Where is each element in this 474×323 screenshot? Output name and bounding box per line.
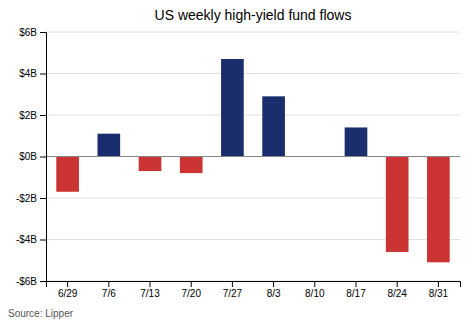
grid-line: [46, 115, 460, 116]
bar: [97, 134, 120, 157]
x-tick-label: 7/13: [140, 288, 160, 299]
x-tick: 7/20: [181, 281, 201, 299]
y-tick: -$2B: [16, 193, 46, 204]
x-tick-label: 7/6: [102, 288, 116, 299]
x-tick-mark: [108, 281, 109, 287]
x-tick: 7/6: [102, 281, 116, 299]
bars: [56, 59, 449, 262]
x-tick-mark: [438, 281, 439, 287]
y-tick-label: $0B: [19, 151, 37, 162]
x-tick-label: 8/3: [267, 288, 281, 299]
y-tick: -$4B: [16, 234, 46, 245]
x-tick-mark: [273, 281, 274, 287]
x-tick: 8/3: [267, 281, 281, 299]
title: US weekly high-yield fund flows: [155, 7, 352, 23]
x-tick-label: 7/20: [181, 288, 201, 299]
x-axis: 6/29 7/6 7/13 7/20 7/27 8/3 8/10 8/17 8/24 8/31: [47, 281, 461, 299]
x-tick-label: 6/29: [58, 288, 78, 299]
bar: [221, 59, 244, 157]
y-tick-mark: [40, 74, 46, 75]
y-axis-line: [40, 33, 47, 282]
x-tick: 8/24: [387, 281, 407, 299]
y-tick: $4B: [19, 68, 46, 79]
bar: [345, 127, 368, 156]
y-tick-label: -$4B: [16, 234, 37, 245]
bar: [180, 157, 203, 174]
y-tick: $6B: [19, 27, 46, 38]
x-tick-label: 7/27: [223, 288, 243, 299]
x-tick-mark: [67, 281, 68, 287]
grid: [46, 32, 460, 281]
y-tick-mark: [40, 281, 46, 282]
bar: [56, 157, 79, 192]
y-tick-mark: [40, 115, 46, 116]
x-tick-mark: [397, 281, 398, 287]
x-tick-label: 8/24: [387, 288, 407, 299]
bar: [427, 157, 450, 263]
y-tick-label: -$6B: [16, 276, 37, 287]
x-tick-label: 8/10: [305, 288, 325, 299]
chart: -$6B -$4B -$2B $0B $2B $4B $6B 6/29 7/6 7/13 7/20 7…: [0, 0, 474, 323]
x-tick-mark: [150, 281, 151, 287]
grid-line: [46, 73, 460, 74]
x-tick-label: 8/17: [346, 288, 366, 299]
y-tick-mark: [40, 198, 46, 199]
x-tick-mark: [355, 281, 356, 287]
bar: [139, 157, 162, 172]
bar: [386, 157, 409, 252]
zero-line: [46, 156, 460, 157]
y-tick-mark: [40, 32, 46, 33]
x-tick: 8/31: [429, 281, 449, 299]
x-tick-label: 8/31: [429, 288, 449, 299]
y-tick: -$6B: [16, 276, 46, 287]
bar: [262, 96, 285, 156]
x-tick: 7/13: [140, 281, 160, 299]
x-tick-mark: [232, 281, 233, 287]
x-tick: 6/29: [58, 281, 78, 299]
y-tick: $0B: [19, 151, 46, 162]
y-tick-label: $2B: [19, 110, 37, 121]
grid-line: [46, 32, 460, 33]
x-tick: 8/17: [346, 281, 366, 299]
y-tick-mark: [40, 240, 46, 241]
x-tick: 8/10: [305, 281, 325, 299]
source-note: Source: Lipper: [8, 308, 74, 319]
y-axis: -$6B -$4B -$2B $0B $2B $4B $6B: [16, 27, 47, 287]
y-tick-label: -$2B: [16, 193, 37, 204]
y-tick-label: $4B: [19, 68, 37, 79]
x-tick-mark: [191, 281, 192, 287]
grid-line: [46, 156, 460, 157]
y-tick-label: $6B: [19, 27, 37, 38]
y-tick-mark: [40, 157, 46, 158]
y-tick: $2B: [19, 110, 46, 121]
plot: -$6B -$4B -$2B $0B $2B $4B $6B 6/29 7/6 7/13 7/20 7…: [16, 27, 461, 299]
x-tick-mark: [314, 281, 315, 287]
x-tick: 7/27: [223, 281, 243, 299]
x-axis-line: [47, 282, 461, 288]
